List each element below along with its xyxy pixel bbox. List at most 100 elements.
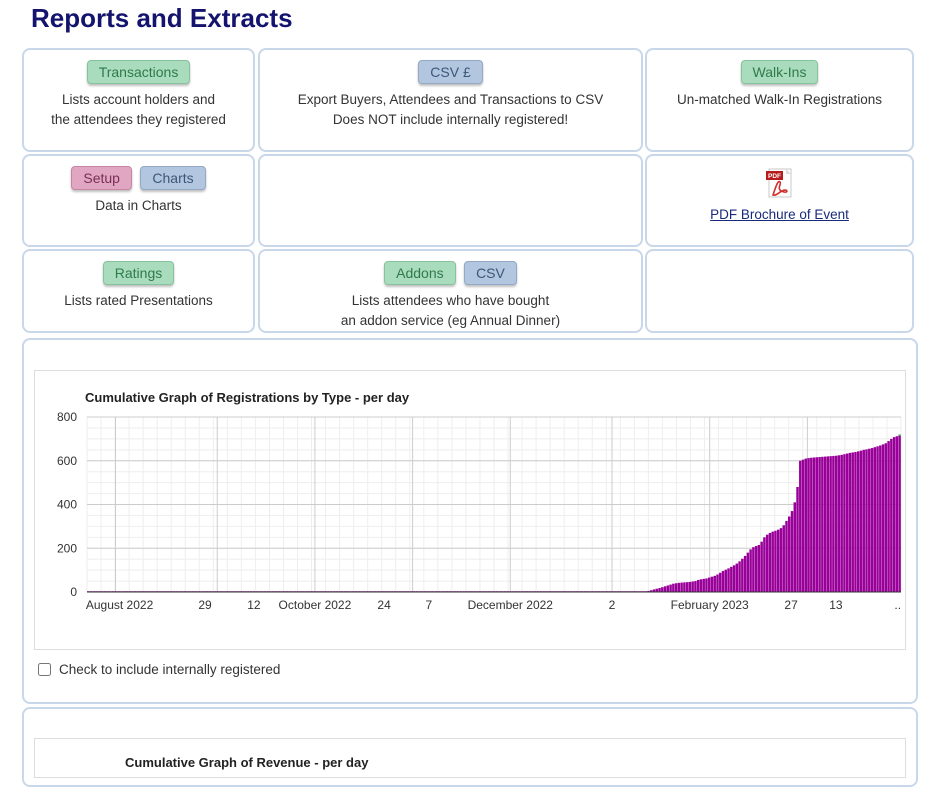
bar-registrations	[705, 578, 708, 592]
csv-desc-line2: Does NOT include internally registered!	[332, 112, 569, 127]
y-tick-label: 0	[70, 585, 77, 599]
bar-registrations	[743, 555, 747, 592]
bar-registrations	[812, 457, 816, 592]
bar-registrations	[870, 448, 874, 592]
bar-registrations	[719, 572, 722, 592]
bar-registrations	[746, 552, 750, 592]
bar-registrations	[857, 451, 860, 592]
bar-registrations	[848, 452, 852, 592]
y-tick-label: 800	[57, 410, 77, 424]
x-tick-label: 29	[198, 598, 212, 612]
bar-registrations	[843, 454, 846, 592]
x-tick-label: 12	[247, 598, 261, 612]
bar-registrations	[702, 578, 705, 592]
bar-registrations	[652, 589, 656, 592]
bar-registrations	[799, 460, 802, 592]
bar-registrations	[724, 569, 728, 592]
bar-registrations	[677, 582, 681, 592]
transactions-button[interactable]: Transactions	[86, 60, 191, 84]
bar-registrations	[727, 568, 730, 592]
x-tick-label: February 2023	[671, 598, 749, 612]
bar-registrations	[672, 583, 675, 592]
chart-title: Cumulative Graph of Registrations by Typ…	[85, 390, 410, 405]
x-tick-label: October 2022	[279, 598, 352, 612]
x-tick-label: 27	[784, 598, 798, 612]
include-internal-checkbox[interactable]	[38, 663, 51, 676]
ratings-card: Ratings Lists rated Presentations	[22, 249, 255, 333]
bar-registrations	[685, 582, 689, 592]
bar-registrations	[876, 446, 879, 592]
bar-registrations	[854, 452, 857, 592]
bar-registrations	[837, 455, 841, 592]
x-tick-label: 2	[609, 598, 616, 612]
csv-pound-button[interactable]: CSV £	[418, 60, 483, 84]
bar-registrations	[823, 456, 827, 592]
bar-registrations	[716, 574, 719, 592]
addons-csv-button[interactable]: CSV	[464, 261, 517, 285]
walkins-button[interactable]: Walk-Ins	[740, 60, 819, 84]
csv-desc-line1: Export Buyers, Attendees and Transaction…	[297, 92, 604, 107]
bar-registrations	[699, 579, 703, 592]
x-tick-label: 24	[377, 598, 391, 612]
bar-registrations	[696, 579, 700, 592]
y-tick-label: 600	[57, 454, 77, 468]
bar-registrations	[763, 537, 766, 592]
bar-registrations	[826, 456, 830, 592]
page-title: Reports and Extracts	[31, 3, 293, 33]
bar-registrations	[804, 458, 808, 592]
include-internal-row[interactable]: Check to include internally registered	[38, 662, 280, 677]
pdf-icon[interactable]: PDF	[765, 168, 795, 198]
addons-button[interactable]: Addons	[384, 261, 456, 285]
bar-registrations	[713, 575, 716, 592]
ratings-button[interactable]: Ratings	[102, 261, 175, 285]
bar-registrations	[801, 459, 805, 592]
registrations-chart-svg: Cumulative Graph of Registrations by Typ…	[57, 390, 902, 612]
bar-registrations	[735, 563, 739, 592]
pdf-brochure-link[interactable]: PDF Brochure of Event	[710, 207, 849, 222]
bar-registrations	[873, 447, 877, 592]
charts-button[interactable]: Charts	[140, 166, 206, 190]
bar-registrations	[884, 443, 888, 592]
bar-registrations	[710, 576, 714, 592]
revenue-chart-box: Cumulative Graph of Revenue - per day	[34, 738, 906, 778]
bar-registrations	[754, 546, 758, 592]
bar-registrations	[815, 457, 819, 592]
bar-registrations	[862, 449, 865, 592]
bar-registrations	[898, 435, 901, 592]
bar-registrations	[661, 587, 664, 592]
pdf-icon-label: PDF	[768, 173, 781, 180]
bar-registrations	[887, 441, 890, 592]
bar-registrations	[818, 457, 821, 592]
bar-registrations	[788, 516, 791, 592]
empty-card-right	[645, 249, 914, 333]
setup-button[interactable]: Setup	[71, 166, 132, 190]
bar-registrations	[741, 558, 744, 592]
bar-registrations	[674, 583, 678, 592]
bar-registrations	[730, 566, 733, 592]
x-tick-label: 7	[426, 598, 433, 612]
bar-registrations	[895, 436, 899, 592]
addons-card: Addons CSV Lists attendees who have boug…	[258, 249, 643, 333]
transactions-card: Transactions Lists account holders and t…	[22, 48, 255, 152]
bar-registrations	[776, 529, 780, 592]
bar-registrations	[779, 528, 783, 592]
bar-registrations	[840, 454, 843, 592]
bar-registrations	[760, 541, 763, 592]
bar-registrations	[732, 565, 736, 592]
bar-registrations	[691, 581, 694, 592]
bar-registrations	[694, 581, 697, 592]
bar-registrations	[796, 487, 799, 592]
bar-registrations	[757, 544, 761, 592]
bar-registrations	[666, 585, 670, 592]
bar-registrations	[752, 547, 755, 592]
bar-registrations	[680, 582, 683, 592]
x-tick-label: ..	[894, 598, 901, 612]
registrations-chart: Cumulative Graph of Registrations by Typ…	[34, 370, 906, 650]
bar-registrations	[832, 455, 835, 592]
y-tick-label: 200	[57, 541, 77, 555]
bar-registrations	[834, 455, 838, 592]
include-internal-label: Check to include internally registered	[59, 662, 281, 677]
bar-registrations	[782, 525, 785, 592]
bar-registrations	[721, 571, 725, 592]
bar-registrations	[868, 448, 871, 592]
